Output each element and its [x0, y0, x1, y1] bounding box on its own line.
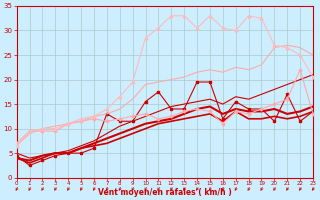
X-axis label: Vent moyen/en rafales ( km/h ): Vent moyen/en rafales ( km/h )	[98, 188, 232, 197]
